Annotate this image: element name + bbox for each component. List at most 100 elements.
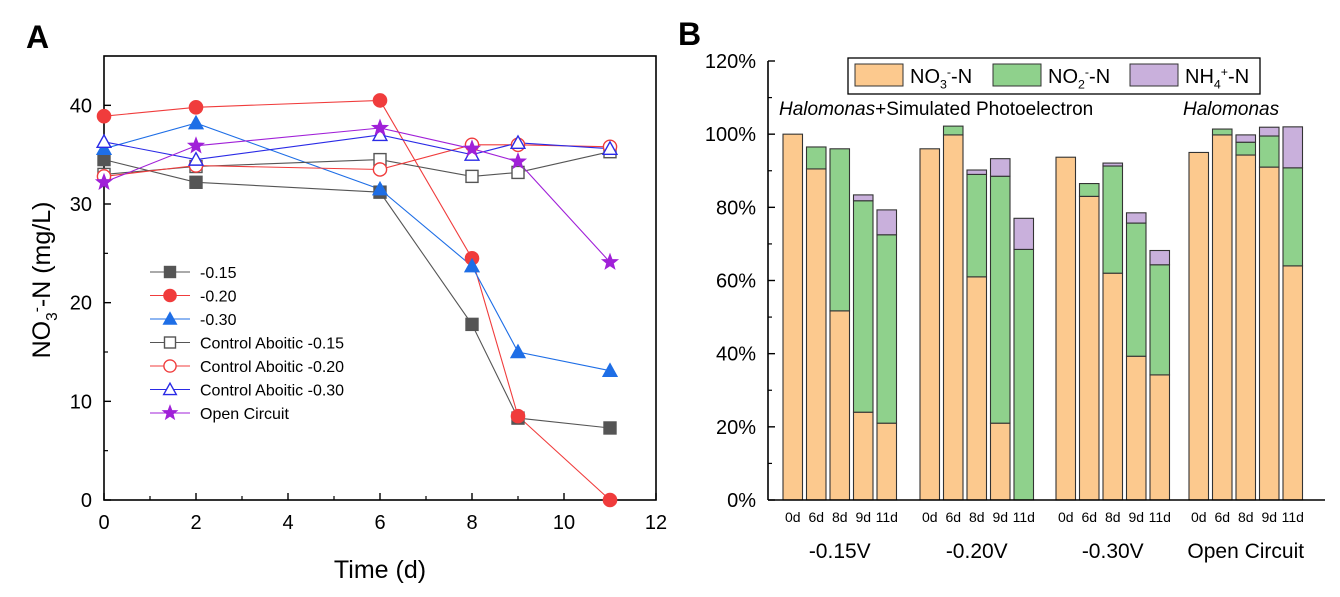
- data-point: [510, 408, 526, 424]
- data-point: [187, 151, 205, 166]
- data-point: [511, 165, 525, 180]
- series-line: [103, 122, 611, 372]
- category-label: 8d: [969, 509, 985, 525]
- bar-segment: [1258, 126, 1280, 137]
- group-label: -0.20V: [946, 540, 1008, 563]
- group-label: -0.30V: [1082, 540, 1144, 563]
- bar-segment: [966, 276, 988, 501]
- bar-segment: [782, 133, 804, 501]
- data-point: [372, 93, 388, 108]
- bar-segment: [1282, 167, 1304, 267]
- category-label: 6d: [808, 509, 824, 525]
- bar-segment: [966, 169, 988, 175]
- bar-segment: [989, 422, 1011, 501]
- legend-swatch: [992, 63, 1042, 87]
- x-tick-label: 12: [645, 512, 667, 534]
- x-tick-label: 10: [553, 512, 575, 534]
- bar-segment: [1149, 249, 1171, 266]
- category-label: 11d: [876, 509, 898, 525]
- x-tick-label: 4: [282, 512, 293, 534]
- data-point: [465, 317, 479, 332]
- data-point: [508, 152, 528, 170]
- annotation-simulated-photoelectron: Halomonas+Simulated Photoelectron: [779, 99, 1093, 120]
- category-label: 9d: [992, 509, 1008, 525]
- series-line: [103, 151, 611, 177]
- data-point: [370, 118, 390, 136]
- legend-label: NO2--N: [1048, 65, 1110, 91]
- panel-a-label: A: [26, 19, 49, 55]
- legend-marker: [163, 336, 177, 349]
- y-tick-label: 40: [70, 95, 92, 117]
- group-label: Open Circuit: [1187, 540, 1304, 563]
- series-line: [103, 144, 611, 177]
- legend-label: NO3--N: [910, 65, 972, 91]
- x-tick-label: 2: [190, 512, 201, 534]
- bar-segment: [1125, 355, 1147, 501]
- bar-segment: [1102, 272, 1124, 501]
- bar-segment: [1013, 248, 1035, 501]
- category-label: 6d: [1214, 509, 1230, 525]
- y-tick-label: 80%: [716, 197, 756, 219]
- legend-marker: [162, 381, 178, 396]
- category-label: 9d: [855, 509, 871, 525]
- legend-label: Open Circuit: [200, 406, 289, 423]
- bar-segment: [1102, 165, 1124, 274]
- data-point: [188, 100, 204, 115]
- group-label: -0.15V: [809, 540, 871, 563]
- category-label: 9d: [1261, 509, 1277, 525]
- bar-segment: [989, 158, 1011, 177]
- series-line: [103, 127, 611, 263]
- bar-segment: [876, 209, 898, 236]
- legend-box: [847, 57, 1261, 95]
- category-label: 6d: [1081, 509, 1097, 525]
- bar-segment: [1149, 264, 1171, 376]
- data-point: [462, 139, 482, 157]
- bar-segment: [829, 310, 851, 501]
- legend-marker: [162, 311, 178, 325]
- legend-marker: [163, 265, 177, 279]
- legend-label: Control Aboitic -0.20: [200, 359, 344, 376]
- x-axis-title: Time (d): [334, 556, 426, 584]
- series-line: [103, 134, 611, 161]
- x-tick-label: 8: [466, 512, 477, 534]
- category-label: 8d: [1238, 509, 1254, 525]
- y-tick-label: 0: [81, 490, 92, 512]
- legend-swatch: [1129, 63, 1179, 87]
- bar-segment: [805, 146, 827, 170]
- bar-segment: [919, 148, 941, 501]
- category-label: 0d: [785, 509, 801, 525]
- category-label: 11d: [1013, 509, 1035, 525]
- category-label: 0d: [1058, 509, 1074, 525]
- y-tick-label: 60%: [716, 271, 756, 293]
- y-tick-label: 30: [70, 194, 92, 216]
- bar-segment: [989, 175, 1011, 424]
- y-tick-label: 100%: [705, 124, 756, 146]
- data-point: [601, 362, 619, 377]
- data-point: [187, 114, 205, 130]
- data-point: [509, 343, 527, 359]
- category-label: 8d: [1105, 509, 1121, 525]
- legend-label: Control Aboitic -0.15: [200, 336, 344, 353]
- series-line: [103, 99, 611, 501]
- panel-b-label: B: [678, 16, 701, 52]
- bar-segment: [852, 200, 874, 413]
- bar-segment: [966, 173, 988, 278]
- y-axis-title: NO3--N (mg/L): [28, 202, 61, 359]
- bar-segment: [1078, 183, 1100, 197]
- category-label: 0d: [922, 509, 938, 525]
- bar-segment: [1149, 374, 1171, 501]
- bar-segment: [852, 411, 874, 501]
- data-point: [465, 169, 479, 184]
- line-chart-nitrate: 0 2 4 6 8 10 12 0 10 20 30 40 Time (d) NO3--N (mg/L) -…: [28, 55, 667, 584]
- series-line: [103, 159, 611, 429]
- category-label: 6d: [945, 509, 961, 525]
- bar-segment: [1211, 134, 1233, 501]
- bar-segment: [942, 134, 964, 501]
- legend-swatch: [854, 63, 904, 87]
- bar-segment: [1055, 156, 1077, 501]
- annotation-halomonas: Halomonas: [1183, 99, 1280, 120]
- stacked-bar-chart-nitrogen-species: 0% 20% 40% 60% 80% 100% 120% 0d 6d 8d 9d 11d -0.15V 0…: [705, 51, 1325, 563]
- bar-segment: [1211, 128, 1233, 136]
- data-point: [371, 180, 389, 196]
